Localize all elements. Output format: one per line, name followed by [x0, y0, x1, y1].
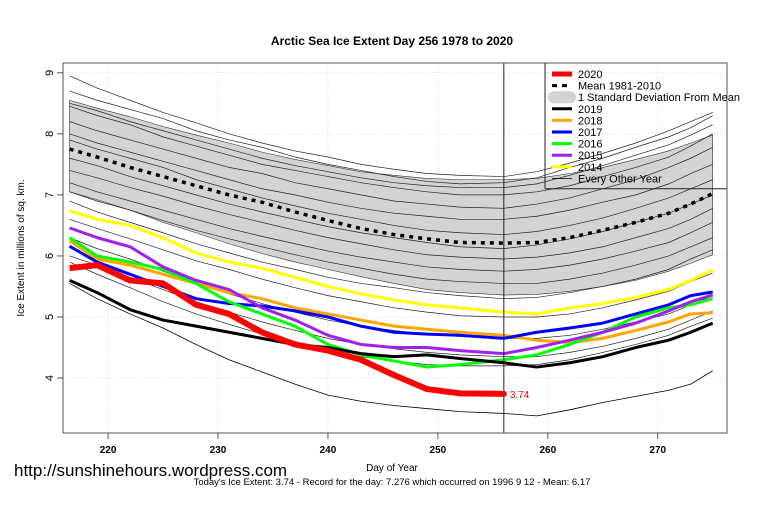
- legend-label: 2018: [578, 115, 602, 127]
- watermark-url[interactable]: http://sunshinehours.wordpress.com: [14, 461, 287, 480]
- y-tick-label: 4: [44, 375, 56, 381]
- series-2018: [68, 239, 713, 345]
- series-2015: [69, 226, 714, 356]
- series-2020: [69, 262, 504, 397]
- legend-label: 2020: [578, 69, 602, 81]
- today-point: [500, 390, 507, 397]
- x-tick-label: 240: [320, 445, 337, 456]
- mean-line: [69, 147, 714, 245]
- other-year-line: [69, 200, 713, 300]
- x-tick-label: 250: [430, 445, 447, 456]
- plot-frame: [62, 62, 728, 434]
- other-year-line: [69, 106, 713, 196]
- x-tick-label: 230: [210, 445, 227, 456]
- series-2014: [69, 209, 714, 316]
- legend-swatch: [548, 91, 576, 104]
- other-year-line: [69, 90, 713, 185]
- other-year-line: [69, 75, 713, 177]
- legend-label: Mean 1981-2010: [578, 81, 661, 93]
- chart-title: Arctic Sea Ice Extent Day 256 1978 to 20…: [271, 34, 513, 48]
- series-2012: [69, 283, 713, 417]
- y-tick-label: 8: [44, 131, 56, 137]
- y-tick-label: 9: [44, 70, 56, 76]
- legend-label: 2017: [578, 127, 602, 139]
- highlighted-series: [68, 147, 714, 417]
- other-year-line: [69, 182, 713, 272]
- other-year-line: [69, 121, 713, 209]
- legend-label: 2016: [578, 139, 602, 151]
- footer-stats: Today's Ice Extent: 3.74 - Record for th…: [194, 477, 591, 488]
- legend-label: 1 Standard Deviation From Mean: [578, 92, 740, 104]
- std-dev-band: [69, 99, 714, 296]
- other-years-lines: [69, 75, 713, 367]
- other-year-line: [69, 218, 713, 318]
- legend-label: 2014: [578, 162, 602, 174]
- std-dev-band-area: [69, 99, 714, 296]
- legend-label: Every Other Year: [578, 173, 662, 185]
- y-tick-label: 5: [44, 314, 56, 320]
- other-year-line: [69, 191, 713, 284]
- other-year-line: [69, 139, 713, 235]
- legend-label: 2015: [578, 150, 602, 162]
- other-year-line: [69, 170, 713, 260]
- y-axis-label: Ice Extent in millions of sq. km.: [16, 179, 27, 316]
- x-tick-label: 270: [649, 445, 666, 456]
- series-2016: [68, 236, 714, 369]
- other-year-line: [69, 133, 713, 220]
- other-year-line: [69, 102, 713, 188]
- x-tick-label: 260: [539, 445, 556, 456]
- day-markers: 3.74: [500, 63, 727, 433]
- y-tick-label: 6: [44, 253, 56, 259]
- legend-label: 2019: [578, 104, 602, 116]
- today-value-label: 3.74: [510, 390, 530, 401]
- axes: 220 230 240 250 260 270 4 5 6 7 8 9: [44, 70, 667, 456]
- series-2019: [68, 278, 714, 369]
- x-axis-label: Day of Year: [366, 463, 418, 474]
- x-tick-label: 220: [100, 445, 117, 456]
- y-tick-label: 7: [44, 192, 56, 198]
